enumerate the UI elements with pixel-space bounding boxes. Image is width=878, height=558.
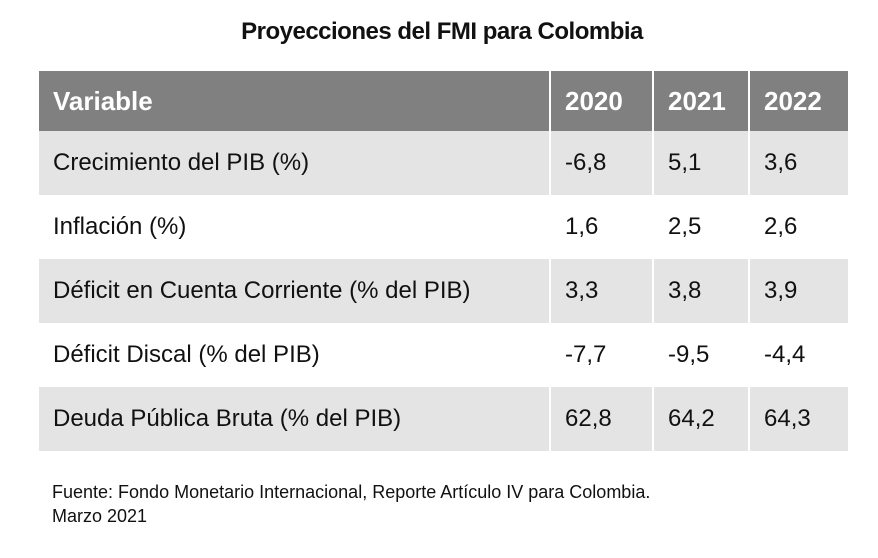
row-label: Déficit Discal (% del PIB) — [39, 323, 550, 387]
table-row: Deuda Pública Bruta (% del PIB) 62,8 64,… — [39, 387, 848, 451]
row-label: Déficit en Cuenta Corriente (% del PIB) — [39, 259, 550, 323]
source-note: Fuente: Fondo Monetario Internacional, R… — [52, 480, 852, 528]
header-2021: 2021 — [652, 71, 749, 131]
cell-2020: 3,3 — [549, 259, 653, 323]
header-variable: Variable — [39, 71, 550, 131]
header-2020: 2020 — [549, 71, 653, 131]
cell-2022: 3,6 — [748, 131, 848, 195]
row-label: Deuda Pública Bruta (% del PIB) — [39, 387, 550, 451]
table-row: Crecimiento del PIB (%) -6,8 5,1 3,6 — [39, 131, 848, 195]
table-row: Inflación (%) 1,6 2,5 2,6 — [39, 195, 848, 259]
cell-2020: 62,8 — [549, 387, 653, 451]
cell-2021: 64,2 — [652, 387, 749, 451]
row-label: Inflación (%) — [39, 195, 550, 259]
cell-2021: 2,5 — [652, 195, 749, 259]
table-row: Déficit Discal (% del PIB) -7,7 -9,5 -4,… — [39, 323, 848, 387]
cell-2021: -9,5 — [652, 323, 749, 387]
cell-2022: 64,3 — [748, 387, 848, 451]
cell-2021: 5,1 — [652, 131, 749, 195]
projections-table: Variable 2020 2021 2022 Crecimiento del … — [39, 71, 848, 451]
cell-2022: -4,4 — [748, 323, 848, 387]
source-line-2: Marzo 2021 — [52, 506, 148, 526]
chart-title: Proyecciones del FMI para Colombia — [241, 18, 643, 45]
cell-2021: 3,8 — [652, 259, 749, 323]
cell-2020: -7,7 — [549, 323, 653, 387]
header-row: Variable 2020 2021 2022 — [39, 71, 848, 131]
header-2022: 2022 — [748, 71, 848, 131]
source-line-1: Fuente: Fondo Monetario Internacional, R… — [52, 482, 651, 502]
table-row: Déficit en Cuenta Corriente (% del PIB) … — [39, 259, 848, 323]
cell-2022: 3,9 — [748, 259, 848, 323]
cell-2020: 1,6 — [549, 195, 653, 259]
row-label: Crecimiento del PIB (%) — [39, 131, 550, 195]
cell-2022: 2,6 — [748, 195, 848, 259]
cell-2020: -6,8 — [549, 131, 653, 195]
